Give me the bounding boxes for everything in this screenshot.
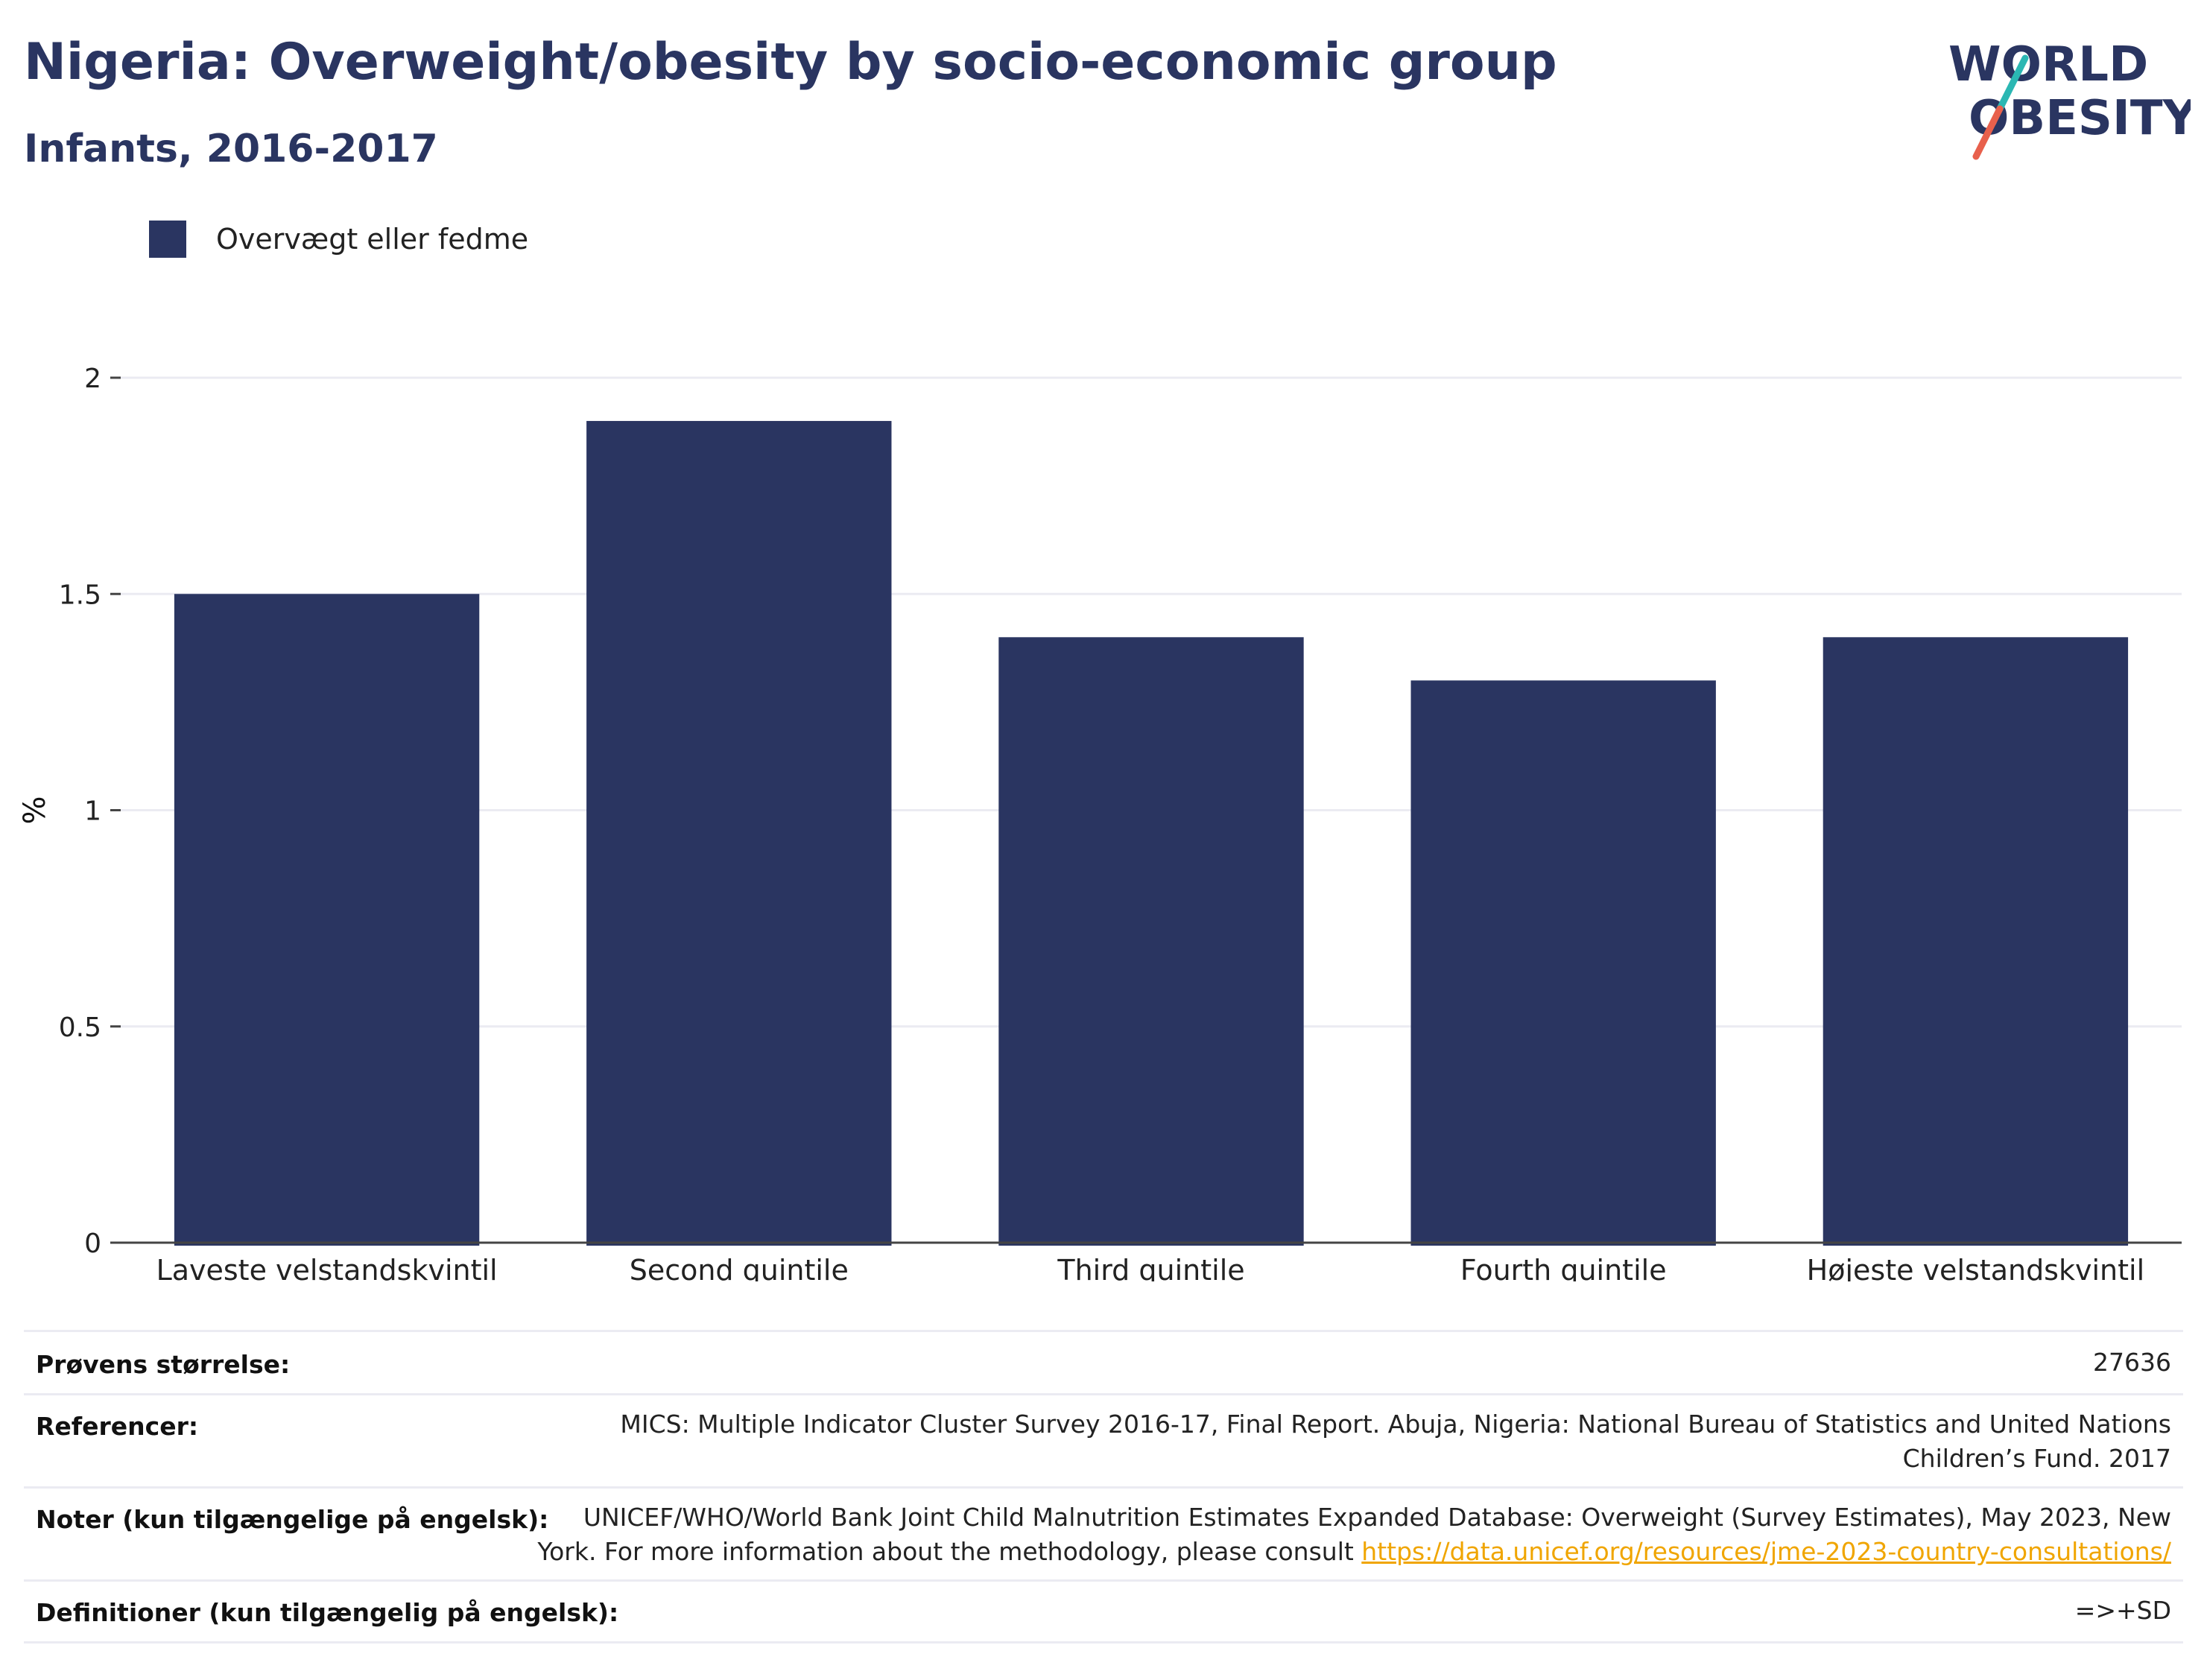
page-title: Nigeria: Overweight/obesity by socio-eco… [24,33,1557,92]
meta-references-line2: Children’s Fund. 2017 [1902,1444,2171,1473]
meta-notes-line2-text: York. For more information about the met… [537,1537,1362,1566]
meta-value-definitions: =>+SD [2074,1596,2171,1625]
meta-notes-line1: UNICEF/WHO/World Bank Joint Child Malnut… [583,1503,2171,1532]
meta-top-border [24,1330,2183,1332]
x-tick-label: Second quintile [630,1254,849,1281]
meta-label-notes: Noter (kun tilgængelige på engelsk): [36,1505,549,1534]
x-tick-label: Laveste velstandskvintil [156,1254,498,1281]
bar[interactable] [1823,637,2129,1246]
meta-value-notes: UNICEF/WHO/World Bank Joint Child Malnut… [537,1500,2171,1569]
meta-notes-link[interactable]: https://data.unicef.org/resources/jme-20… [1361,1537,2171,1566]
logo-slash-top [1995,54,2029,115]
legend-label: Overvægt eller fedme [216,223,529,256]
bars [174,421,2129,1246]
chart-legend[interactable]: Overvægt eller fedme [149,221,528,258]
y-tick-label: 1.5 [59,580,101,610]
meta-row-references: Referencer: MICS: Multiple Indicator Clu… [24,1395,2183,1489]
meta-notes-line2: York. For more information about the met… [537,1535,2171,1569]
logo-text-world: WORLD [1948,37,2148,92]
y-tick-label: 0 [84,1229,101,1259]
meta-value-sample-size: 27636 [2093,1348,2171,1377]
meta-references-line1: MICS: Multiple Indicator Cluster Survey … [620,1410,2171,1439]
meta-row-notes: Noter (kun tilgængelige på engelsk): UNI… [24,1489,2183,1582]
x-tick-labels: Laveste velstandskvintil Second quintile T… [156,1254,2145,1281]
meta-row-sample-size: Prøvens størrelse: 27636 [24,1332,2183,1395]
y-tick-labels: 0 0.5 1 1.5 2 [59,364,121,1259]
x-tick-label: Fourth quintile [1460,1254,1667,1281]
x-tick-label: Third quintile [1057,1254,1244,1281]
meta-row-definitions: Definitioner (kun tilgængelig på engelsk… [24,1582,2183,1643]
meta-label-sample-size: Prøvens størrelse: [36,1350,291,1379]
bar[interactable] [998,637,1304,1246]
meta-value-references: MICS: Multiple Indicator Cluster Survey … [620,1407,2171,1476]
bar[interactable] [1410,680,1716,1246]
logo-slash-bottom [1972,105,2004,160]
y-tick-label: 1 [84,796,101,827]
x-tick-label: Højeste velstandskvintil [1807,1254,2144,1281]
y-tick-label: 2 [84,364,101,394]
y-axis-label: % [18,796,52,824]
bar[interactable] [586,421,892,1246]
meta-label-definitions: Definitioner (kun tilgængelig på engelsk… [36,1598,619,1627]
meta-label-references: Referencer: [36,1412,199,1441]
legend-swatch [149,221,186,258]
bar-chart: 0 0.5 1 1.5 2 Laveste velstandskvintil Second… [18,364,2182,1281]
world-obesity-logo: WORLD OBESITY [1948,37,2191,160]
y-tick-label: 0.5 [59,1012,101,1043]
page-subtitle: Infants, 2016-2017 [24,127,438,171]
bar[interactable] [174,594,480,1246]
